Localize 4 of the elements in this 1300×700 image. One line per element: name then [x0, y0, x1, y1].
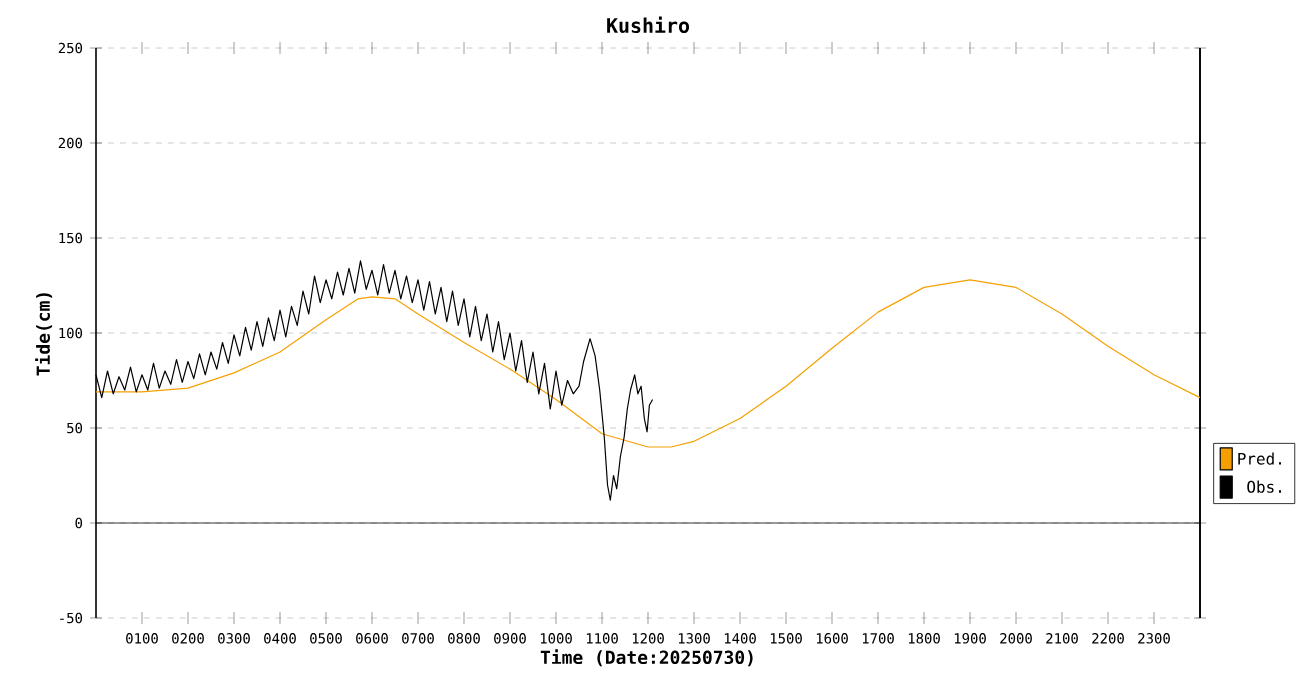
line-series [95, 279, 1201, 448]
chart-title: Kushiro [607, 16, 690, 33]
x-axis-title: Time (Date:20250730) [540, 649, 753, 667]
y-axis-title: Tide(cm) [35, 293, 53, 376]
